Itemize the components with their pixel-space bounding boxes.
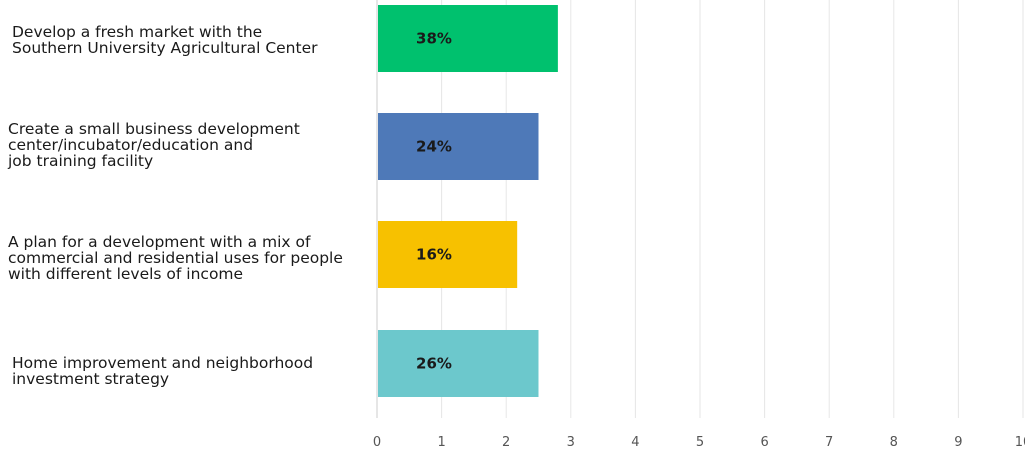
data-label-0: 38% [416,30,452,48]
bar-0 [378,5,558,72]
x-tick-label-9: 9 [954,435,962,450]
bar-1 [378,113,539,180]
x-tick-label-6: 6 [760,435,768,450]
data-labels: 38% 24% 16% 26% [416,30,452,373]
category-label-fresh-market: Develop a fresh market with the Southern… [12,23,318,57]
x-tick-label-2: 2 [502,435,510,450]
category-label-small-business-center: Create a small business development cent… [8,120,300,170]
data-label-1: 24% [416,138,452,156]
x-tick-label-8: 8 [890,435,898,450]
x-axis-ticks: 0 1 2 3 4 5 6 7 8 9 10 [373,435,1025,450]
category-label-home-improvement: Home improvement and neighborhood invest… [12,354,314,388]
x-tick-label-3: 3 [567,435,575,450]
x-tick-label-7: 7 [825,435,833,450]
x-tick-label-0: 0 [373,435,381,450]
category-label-mixed-development-plan: A plan for a development with a mix of c… [8,233,343,283]
bar-2 [378,221,518,288]
x-tick-label-5: 5 [696,435,704,450]
bar-3 [378,330,539,397]
bars [378,5,558,397]
x-tick-label-1: 1 [437,435,445,450]
x-tick-label-10: 10 [1015,435,1025,450]
x-tick-label-4: 4 [631,435,639,450]
data-label-3: 26% [416,355,452,373]
data-label-2: 16% [416,246,452,264]
